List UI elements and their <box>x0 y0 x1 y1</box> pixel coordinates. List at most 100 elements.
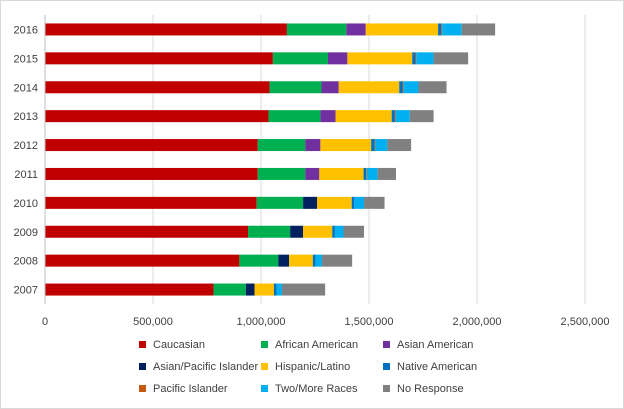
y-tick-label: 2012 <box>14 140 38 152</box>
bar-segment-2010-two-more-races <box>354 196 365 209</box>
bar-segment-2016-african-american <box>286 23 347 36</box>
bar-segment-2015-asian-american <box>327 52 348 65</box>
y-tick-label: 2011 <box>14 169 38 181</box>
x-tick-label: 2,000,000 <box>453 316 502 328</box>
bar-segment-2015-native-american <box>412 52 416 65</box>
bar-segment-2013-no-response <box>409 110 434 123</box>
bar-segment-2014-no-response <box>418 81 447 94</box>
bar-segment-2009-african-american <box>248 225 291 238</box>
bar-segment-2011-pacific-islander <box>366 167 367 180</box>
bar-segment-2015-hispanic-latino <box>347 52 413 65</box>
bar-segment-2014-two-more-races <box>403 81 419 94</box>
bar-segment-2011-asian-american <box>305 167 320 180</box>
bar-segment-2007-two-more-races <box>276 283 282 296</box>
bar-segment-2014-caucasian <box>45 81 270 94</box>
y-tick-label: 2008 <box>14 256 38 268</box>
bar-segment-2008-no-response <box>321 254 353 267</box>
bar-segment-2010-hispanic-latino <box>317 196 352 209</box>
legend-item-caucasian: Caucasian <box>139 337 261 352</box>
bar-segment-2010-caucasian <box>45 196 257 209</box>
legend-item-pacific-islander: Pacific Islander <box>139 381 261 396</box>
axis-layer: 0 500,000 1,000,000 1,500,000 2,000,000 2,500… <box>14 15 610 328</box>
bar-segment-2012-pacific-islander <box>374 139 376 152</box>
legend-label: Asian American <box>397 338 474 351</box>
bar-segment-2010-african-american <box>256 196 304 209</box>
bar-segment-2013-two-more-races <box>395 110 410 123</box>
bar-segment-2015-african-american <box>272 52 328 65</box>
y-tick-label: 2015 <box>14 53 38 65</box>
bar-segment-2016-caucasian <box>45 23 287 36</box>
legend-label: No Response <box>397 382 464 395</box>
bar-segment-2012-two-more-races <box>375 139 388 152</box>
bar-segment-2015-no-response <box>433 52 469 65</box>
legend-label: African American <box>275 338 359 351</box>
bar-segment-2011-caucasian <box>45 167 258 180</box>
legend-swatch <box>383 341 390 348</box>
bar-segment-2007-asian-pacific-islander <box>245 283 255 296</box>
bar-segment-2013-pacific-islander <box>394 110 396 123</box>
legend-item-no-response: No Response <box>383 381 505 396</box>
legend-label: Hispanic/Latino <box>275 360 351 373</box>
bar-segment-2012-caucasian <box>45 139 258 152</box>
bar-segment-2010-asian-pacific-islander <box>303 196 318 209</box>
bar-segment-2009-asian-pacific-islander <box>290 225 304 238</box>
x-tick-label: 1,500,000 <box>345 316 394 328</box>
legend-swatch <box>261 341 268 348</box>
chart-legend: Caucasian African American Asian American A… <box>139 337 519 396</box>
legend-swatch <box>383 385 390 392</box>
legend-label: Caucasian <box>153 338 205 351</box>
legend-label: Pacific Islander <box>153 382 228 395</box>
bar-segment-2014-asian-american <box>321 81 339 94</box>
bar-segment-2009-two-more-races <box>334 225 344 238</box>
y-tick-label: 2010 <box>14 198 38 210</box>
bar-segment-2014-pacific-islander <box>402 81 404 94</box>
x-tick-label: 2,500,000 <box>561 316 610 328</box>
legend-swatch <box>261 363 268 370</box>
bar-segment-2013-hispanic-latino <box>335 110 392 123</box>
bar-segment-2016-asian-american <box>346 23 366 36</box>
y-tick-label: 2016 <box>14 24 38 36</box>
legend-label: Asian/Pacific Islander <box>153 360 259 373</box>
bar-segment-2013-caucasian <box>45 110 269 123</box>
x-tick-label: 0 <box>42 316 48 328</box>
bar-segment-2009-native-american <box>332 225 335 238</box>
bar-segment-2011-african-american <box>257 167 306 180</box>
bar-segment-2009-hispanic-latino <box>303 225 333 238</box>
legend-item-hispanic-latino: Hispanic/Latino <box>261 359 383 374</box>
legend-label: Two/More Races <box>275 382 358 395</box>
legend-swatch <box>383 363 390 370</box>
bar-segment-2009-no-response <box>343 225 365 238</box>
legend-item-asian-pacific-islander: Asian/Pacific Islander <box>139 359 261 374</box>
bar-segment-2016-native-american <box>438 23 442 36</box>
legend-item-african-american: African American <box>261 337 383 352</box>
legend-swatch <box>139 385 146 392</box>
bar-segment-2011-native-american <box>363 167 367 180</box>
bar-segment-2013-asian-american <box>320 110 336 123</box>
bar-segment-2011-hispanic-latino <box>319 167 364 180</box>
bar-segment-2007-hispanic-latino <box>254 283 274 296</box>
bar-segment-2008-asian-pacific-islander <box>278 254 290 267</box>
bar-segment-2008-two-more-races <box>315 254 322 267</box>
bar-segment-2007-native-american <box>273 283 277 296</box>
bar-segment-2014-hispanic-latino <box>338 81 400 94</box>
bar-segment-2011-two-more-races <box>366 167 378 180</box>
y-tick-label: 2009 <box>14 227 38 239</box>
bar-segment-2011-no-response <box>377 167 396 180</box>
legend-swatch <box>139 341 146 348</box>
bar-segment-2012-african-american <box>257 139 306 152</box>
bar-segment-2012-no-response <box>387 139 412 152</box>
bar-segment-2008-native-american <box>312 254 316 267</box>
x-tick-label: 1,000,000 <box>237 316 286 328</box>
bar-segment-2008-caucasian <box>45 254 240 267</box>
bar-segment-2015-two-more-races <box>416 52 434 65</box>
bar-segment-2008-african-american <box>239 254 279 267</box>
bar-segment-2013-african-american <box>268 110 321 123</box>
y-tick-label: 2014 <box>14 82 38 94</box>
legend-label: Native American <box>397 360 478 373</box>
bar-segment-2016-two-more-races <box>442 23 462 36</box>
legend-item-two-more-races: Two/More Races <box>261 381 383 396</box>
bar-segment-2014-native-american <box>399 81 403 94</box>
bar-segment-2015-caucasian <box>45 52 273 65</box>
bar-segment-2016-pacific-islander <box>441 23 443 36</box>
